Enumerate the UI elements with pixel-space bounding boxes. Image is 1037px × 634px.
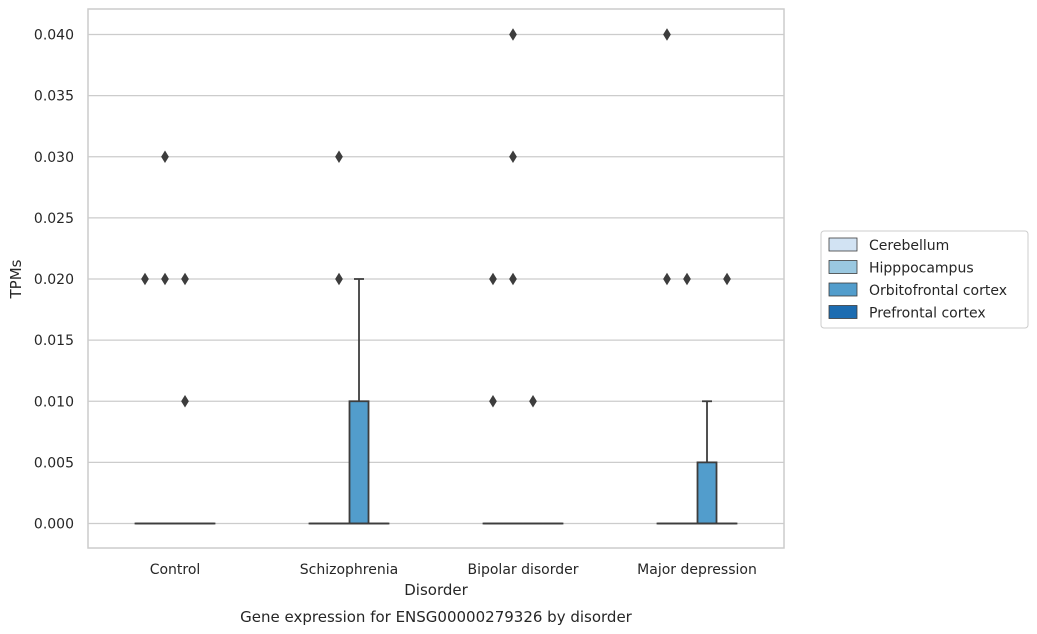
- box-hipppocampus: [328, 150, 350, 525]
- legend: Cerebellum Hipppocampus Orbitofrontal cort…: [820, 230, 1029, 329]
- y-tick-label: 0.035: [34, 89, 74, 105]
- box-body: [348, 400, 370, 525]
- x-axis-label: Disorder: [404, 581, 468, 599]
- outlier-point: [335, 272, 343, 286]
- legend-label: Prefrontal cortex: [869, 306, 986, 322]
- outlier-point: [489, 394, 497, 408]
- box-orbitofrontal-cortex: [696, 400, 718, 525]
- outlier-point: [663, 28, 671, 41]
- box-body: [696, 461, 718, 525]
- legend-label: Orbitofrontal cortex: [869, 283, 1007, 299]
- outlier-point: [529, 394, 537, 408]
- box-cerebellum: [656, 28, 678, 525]
- box-hipppocampus: [502, 28, 524, 525]
- outlier-point: [161, 272, 169, 286]
- y-tick-label: 0.030: [34, 150, 74, 166]
- legend-label: Cerebellum: [869, 238, 949, 254]
- y-tick-labels: 0.000 0.005 0.010 0.015 0.020 0.025 0.030 0.035…: [34, 28, 74, 533]
- x-tick-label: Schizophrenia: [300, 562, 398, 578]
- legend-swatch: [828, 260, 858, 274]
- y-axis-label: TPMs: [7, 259, 25, 299]
- box-prefrontal-cortex: [716, 272, 738, 525]
- outlier-point: [663, 272, 671, 286]
- y-tick-label: 0.020: [34, 272, 74, 288]
- box-orbitofrontal-cortex: [348, 278, 370, 525]
- chart-title: Gene expression for ENSG00000279326 by d…: [240, 608, 633, 626]
- legend-frame: [820, 230, 1029, 329]
- outlier-point: [489, 272, 497, 286]
- outlier-point: [141, 272, 149, 286]
- plot-frame: [87, 8, 785, 549]
- box-hipppocampus: [676, 272, 698, 525]
- outlier-point: [335, 150, 343, 164]
- x-tick-label: Major depression: [637, 562, 757, 578]
- legend-swatch: [828, 282, 858, 297]
- legend-swatch: [828, 305, 858, 319]
- box-cerebellum: [134, 272, 156, 525]
- box-orbitofrontal-cortex: [522, 394, 544, 525]
- x-tick-label: Control: [150, 562, 201, 578]
- x-tick-label: Bipolar disorder: [467, 562, 578, 578]
- outlier-point: [683, 272, 691, 286]
- outlier-point: [509, 272, 517, 286]
- legend-swatch: [828, 237, 858, 252]
- outlier-point: [181, 272, 189, 286]
- outlier-point: [509, 28, 517, 41]
- box-orbitofrontal-cortex: [174, 272, 196, 525]
- y-tick-label: 0.010: [34, 394, 74, 410]
- legend-label: Hipppocampus: [869, 261, 974, 277]
- outlier-point: [723, 272, 731, 286]
- outlier-point: [161, 150, 169, 164]
- boxes: [134, 28, 738, 525]
- box-hipppocampus: [154, 150, 176, 525]
- x-tick-labels: Control Schizophrenia Bipolar disorder Majo…: [150, 562, 757, 578]
- y-tick-label: 0.025: [34, 211, 74, 227]
- y-tick-label: 0.040: [34, 28, 74, 44]
- y-tick-label: 0.000: [34, 517, 74, 533]
- outlier-point: [509, 150, 517, 164]
- y-tick-label: 0.005: [34, 455, 74, 471]
- box-cerebellum: [482, 272, 504, 525]
- y-tick-label: 0.015: [34, 333, 74, 349]
- outlier-point: [181, 394, 189, 408]
